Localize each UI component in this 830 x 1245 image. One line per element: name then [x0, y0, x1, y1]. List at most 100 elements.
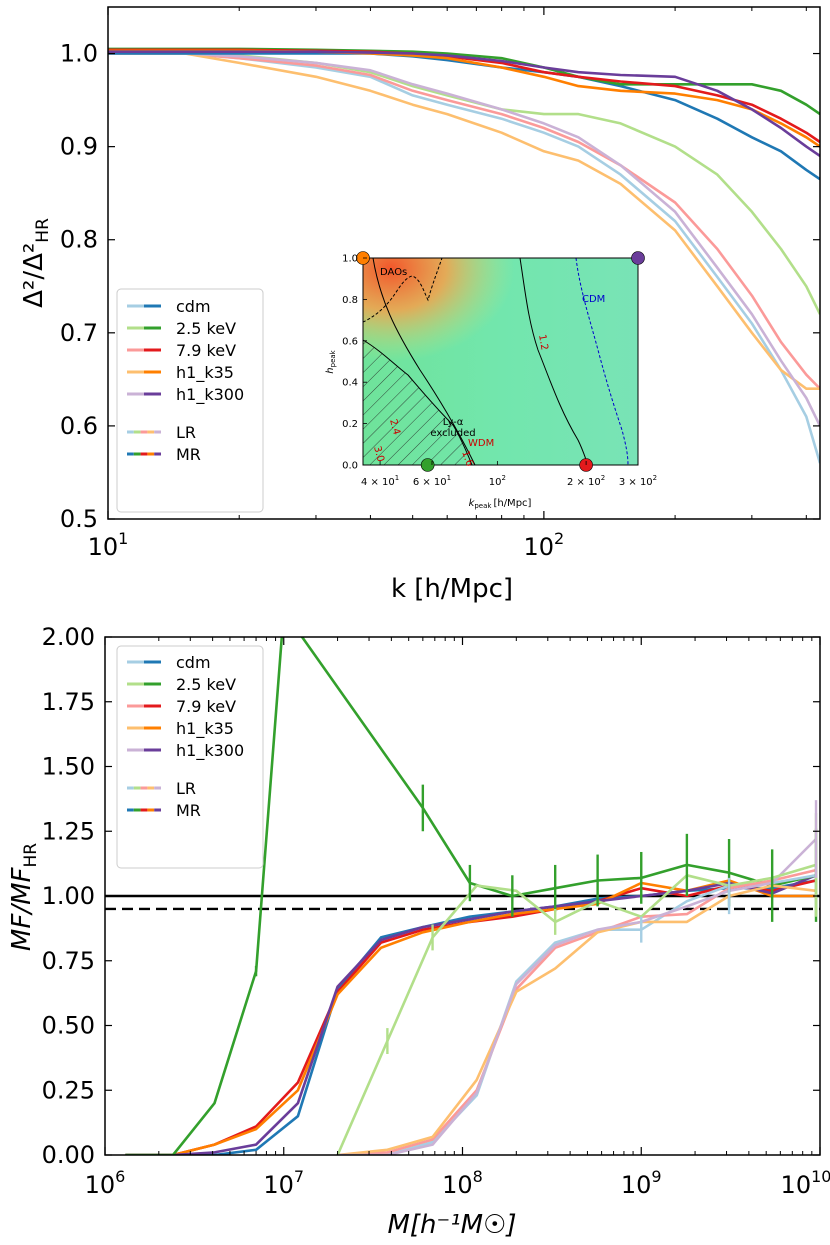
x-tick-label: 102: [524, 529, 565, 561]
y-tick-label: 1.75: [42, 688, 95, 716]
top-x-ticks: 101 102: [88, 7, 807, 561]
top-series-group: [108, 47, 820, 464]
top-x-axis-label: k [h/Mpc]: [391, 574, 513, 604]
series-line-cdm-lr: [337, 874, 817, 1155]
legend-label-7-9-kev: 7.9 keV: [176, 697, 236, 716]
bottom-legend-box: [116, 645, 264, 869]
legend-label-mr: MR: [176, 801, 201, 820]
y-tick-label: 1.50: [42, 753, 95, 781]
x-tick-label: 107: [263, 1167, 304, 1199]
top-y-axis-label: Δ²/Δ²HR: [19, 218, 53, 308]
inset-y-tick-label: 0.8: [342, 295, 358, 306]
top-panel: 0.5 0.6 0.7 0.8 0.9 1.0 101 102 k [h/Mpc] Δ²/Δ…: [19, 6, 821, 604]
inset-daos-boundary: [362, 257, 443, 323]
series-line-cdm-mr: [125, 879, 817, 1155]
y-tick-label: 2.00: [42, 623, 95, 651]
inset-y-tick-label: 0.6: [342, 336, 358, 347]
legend-label-2-5-kev: 2.5 keV: [176, 319, 236, 338]
inset-contour-1-2: [519, 257, 589, 466]
inset-y-tick-label: 1.0: [342, 254, 358, 265]
series-line-cdm-mr: [108, 52, 820, 181]
legend-label-h1-k35: h1_k35: [176, 363, 234, 383]
series-line-h1-k35-mr: [125, 879, 816, 1155]
legend-label-cdm: cdm: [176, 653, 211, 672]
bottom-x-axis-label: M[h⁻¹M☉]: [387, 1210, 516, 1240]
inset-label-lya: Ly-α: [443, 417, 464, 428]
inset-x-tick-label: 6 × 101: [413, 474, 451, 488]
y-tick-label: 0.8: [60, 226, 98, 254]
inset-contour-1-6: [372, 257, 476, 466]
series-line-h1-k35-lr: [337, 884, 817, 1155]
inset-y-tick-label: 0.4: [342, 378, 358, 389]
inset-contour-label-2-4: 2.4: [387, 418, 402, 436]
y-tick-label: 1.0: [60, 40, 98, 68]
series-line-h1-k300-lr: [337, 838, 817, 1155]
inset-y-axis-label: hpeak: [325, 349, 337, 373]
legend-label-lr: LR: [176, 779, 196, 798]
bottom-x-ticks: 106 107 108 109 1010: [85, 637, 830, 1199]
top-axes-frame: [107, 6, 821, 520]
series-line-7-9-kev-lr: [337, 868, 817, 1155]
bottom-panel: 0.00 0.25 0.50 0.75 1.00 1.25 1.50 1.75 2.00 106…: [7, 623, 830, 1240]
inset-cdm-contour: [575, 257, 629, 466]
inset-x-axis-label: kpeak [h/Mpc]: [469, 498, 532, 510]
x-tick-label: 1010: [781, 1167, 830, 1199]
series-line-h1-k300-lr: [108, 52, 820, 427]
inset-y-ticks: 0.0 0.2 0.4 0.6 0.8 1.0: [342, 254, 367, 472]
inset-x-tick-label: 3 × 102: [619, 474, 657, 488]
inset-x-tick-label: 2 × 102: [567, 474, 605, 488]
inset-contour-label-1-6: 1.6: [459, 449, 475, 468]
y-tick-label: 0.6: [60, 412, 98, 440]
legend-label-2-5-kev: 2.5 keV: [176, 675, 236, 694]
series-line-h1-k300-mr: [108, 50, 820, 157]
inset-y-tick-label: 0.2: [342, 419, 358, 430]
inset-label-wdm: WDM: [468, 438, 494, 449]
y-tick-label: 0.7: [60, 319, 98, 347]
legend-label-lr: LR: [176, 423, 196, 442]
y-tick-label: 0.25: [42, 1076, 95, 1104]
x-tick-label: 109: [621, 1167, 662, 1199]
y-tick-label: 0.50: [42, 1012, 95, 1040]
inset-x-tick-label: 4 × 101: [361, 474, 399, 488]
legend-label-h1-k300: h1_k300: [176, 385, 244, 405]
series-line-7-9-kev-lr: [108, 52, 820, 390]
legend-label-h1-k300: h1_k300: [176, 741, 244, 761]
inset-contour-label-3-0: 3.0: [371, 445, 386, 463]
inset-plot: DAOs Ly-α excluded WDM CDM 1.2 1.6 2.4 3…: [325, 251, 657, 510]
x-tick-label: 101: [88, 529, 129, 561]
inset-lya-excluded-region: [362, 339, 473, 466]
y-tick-label: 1.00: [42, 882, 95, 910]
top-legend-box: [116, 288, 264, 513]
inset-frame: [362, 257, 639, 466]
x-tick-label: 106: [85, 1167, 126, 1199]
legend-label-cdm: cdm: [176, 297, 211, 316]
inset-x-ticks: 4 × 101 6 × 101 102 2 × 102 3 × 102: [361, 461, 657, 488]
top-y-ticks: 0.5 0.6 0.7 0.8 0.9 1.0: [60, 40, 820, 533]
inset-marker-2-5-kev: [420, 458, 435, 472]
bottom-series-group: [105, 637, 820, 1155]
inset-contour-label-1-2: 1.2: [536, 334, 550, 352]
legend-label-h1-k35: h1_k35: [176, 719, 234, 739]
y-tick-label: 0.00: [42, 1141, 95, 1169]
y-tick-label: 1.25: [42, 817, 95, 845]
bottom-y-axis-label: MF/MFHR: [7, 843, 41, 951]
inset-x-tick-label: 102: [489, 474, 506, 488]
legend-label-mr: MR: [176, 445, 201, 464]
x-tick-label: 108: [442, 1167, 483, 1199]
inset-label-cdm: CDM: [582, 294, 605, 305]
inset-marker-h1-k300: [631, 251, 645, 265]
bottom-y-ticks: 0.00 0.25 0.50 0.75 1.00 1.25 1.50 1.75 2.00: [42, 623, 820, 1169]
legend-label-7-9-kev: 7.9 keV: [176, 341, 236, 360]
inset-label-excluded: excluded: [430, 428, 475, 439]
inset-label-daos: DAOs: [380, 267, 407, 278]
y-tick-label: 0.9: [60, 133, 98, 161]
series-line-h1-k35-lr: [108, 52, 820, 390]
series-line-2-5-kev-lr: [336, 863, 817, 1155]
inset-y-tick-label: 0.0: [342, 461, 358, 472]
series-line-h1-k300-mr: [125, 874, 817, 1155]
y-tick-label: 0.5: [60, 505, 98, 533]
